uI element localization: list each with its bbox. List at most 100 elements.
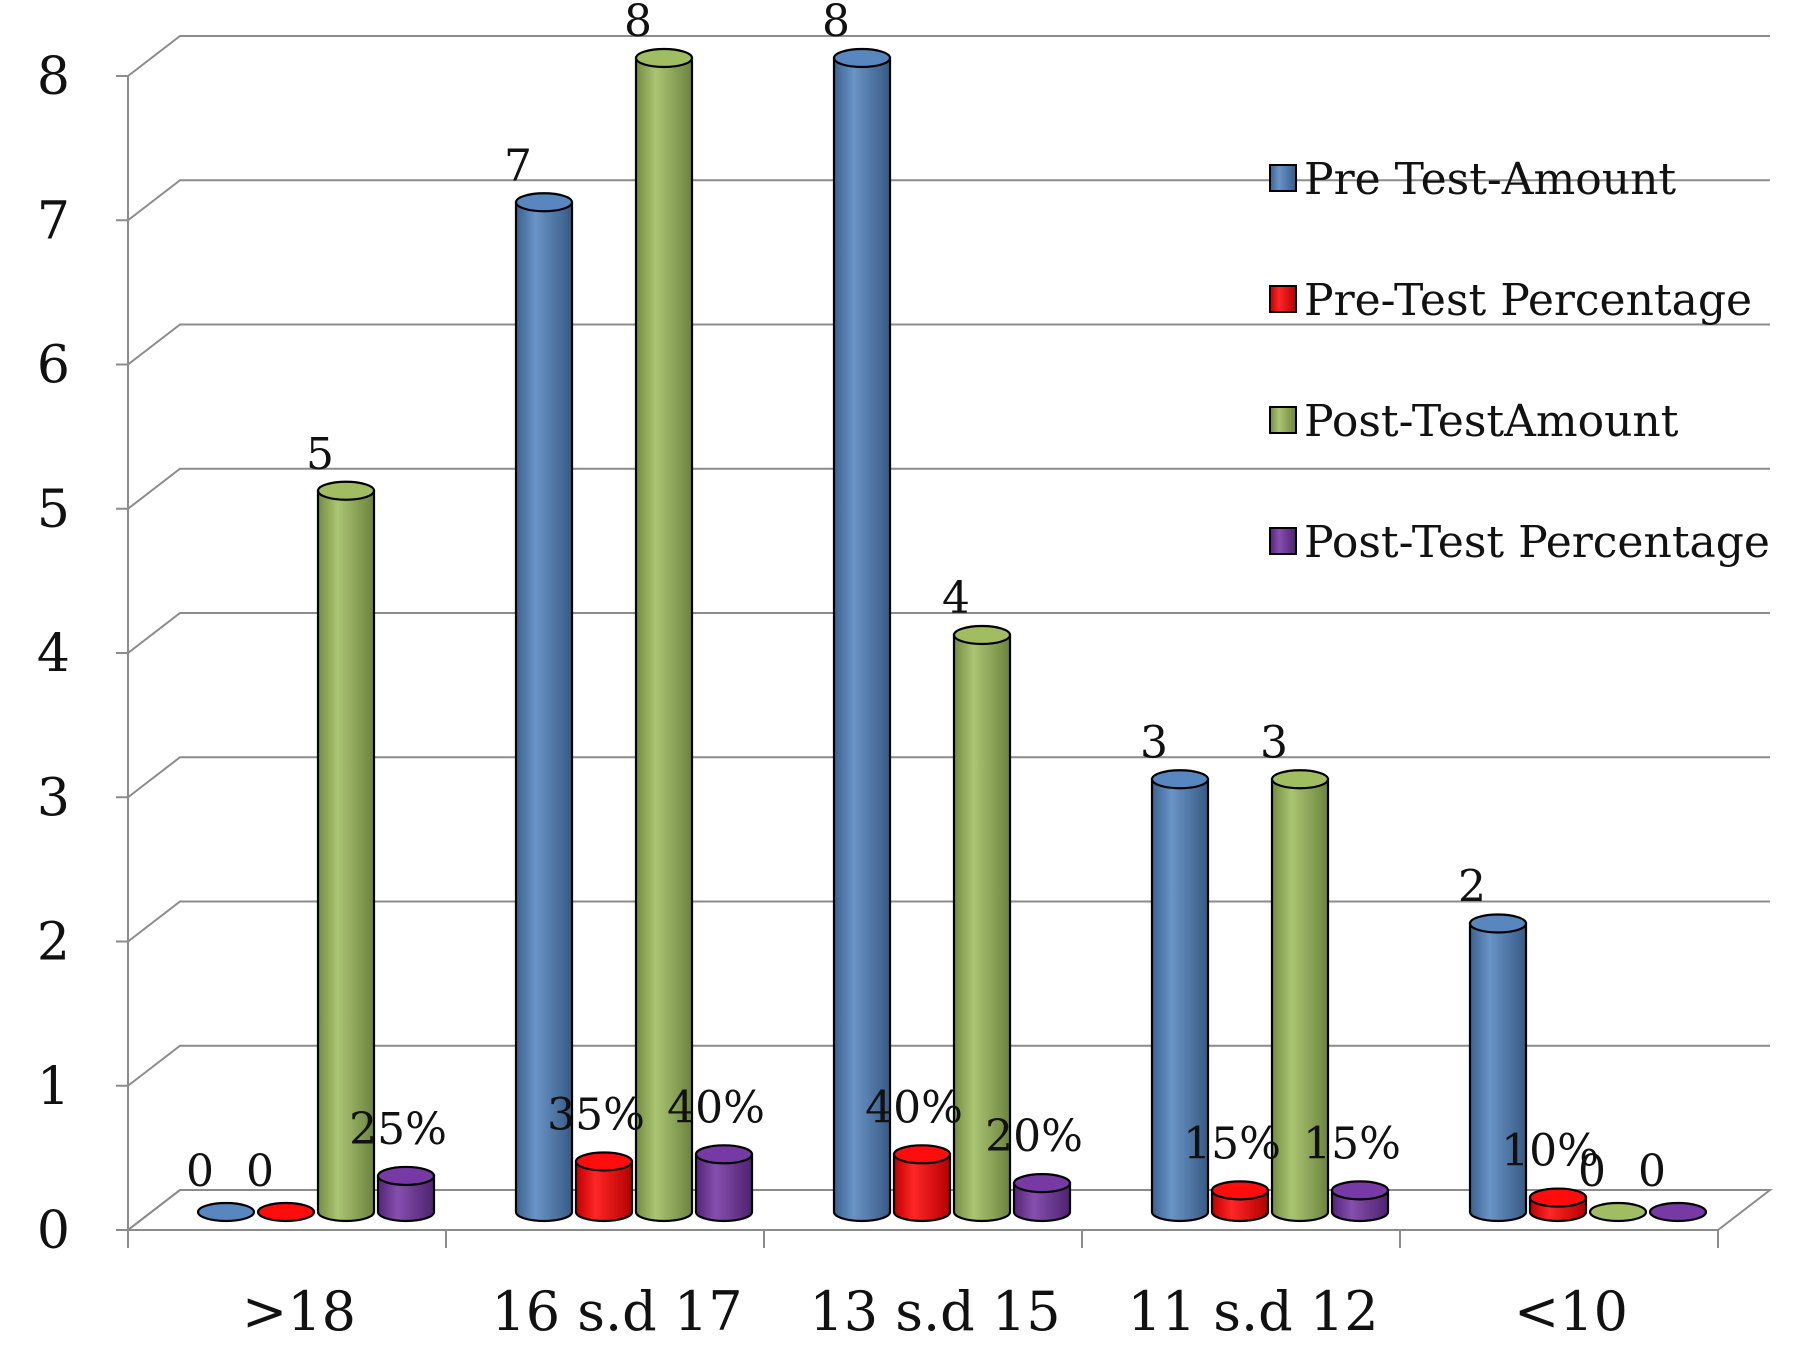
bar [256, 1201, 316, 1223]
data-label: 4 [942, 573, 970, 624]
legend-label: Post-Test Percentage [1304, 517, 1770, 568]
bar [832, 47, 892, 1223]
bar-top [1150, 769, 1210, 790]
data-label: 0 [186, 1146, 214, 1197]
gridline [127, 900, 1770, 943]
data-label: 15% [1183, 1118, 1281, 1169]
legend-item: Post-Test Percentage [1269, 517, 1770, 568]
bar [694, 1144, 754, 1223]
gridline [127, 467, 1770, 510]
data-label: 8 [624, 0, 652, 47]
bar-body [892, 1153, 952, 1223]
bar [1210, 1180, 1270, 1223]
x-category-label: 11 s.d 12 [1127, 1280, 1378, 1343]
data-label: 0 [1578, 1146, 1606, 1197]
data-label: 2 [1458, 862, 1486, 913]
legend-label: Pre Test-Amount [1304, 154, 1676, 205]
data-label: 3 [1260, 717, 1288, 768]
legend-item: Pre Test-Amount [1269, 154, 1676, 205]
legend-item: Pre-Test Percentage [1269, 275, 1752, 326]
bar [376, 1165, 436, 1223]
bar-body [1012, 1182, 1072, 1223]
y-tick-label: 7 [37, 191, 70, 251]
bar-top [376, 1165, 436, 1187]
bar-top [256, 1201, 316, 1223]
bar [1648, 1201, 1708, 1223]
bar-top [196, 1201, 256, 1223]
gridline [127, 35, 1770, 77]
bars [196, 47, 1708, 1223]
y-tick-label: 4 [37, 624, 70, 684]
bar [952, 624, 1012, 1223]
bar-top [1648, 1201, 1708, 1223]
bar [1588, 1201, 1648, 1223]
legend-item: Post-TestAmount [1269, 396, 1679, 447]
bar-body [574, 1160, 634, 1223]
bar-body [316, 489, 376, 1223]
bar-body [514, 201, 574, 1223]
bar-top [634, 47, 694, 69]
data-label: 15% [1303, 1118, 1401, 1169]
gridline [127, 612, 1770, 654]
bar-top [952, 624, 1012, 646]
bar [1270, 769, 1330, 1223]
bar-top [1588, 1201, 1648, 1223]
data-label: 35% [547, 1090, 645, 1141]
legend-label: Pre-Test Percentage [1304, 275, 1752, 326]
y-tick-label: 3 [37, 768, 70, 828]
gridline [127, 756, 1770, 799]
bar-top [514, 192, 574, 213]
bar-body [1468, 922, 1528, 1223]
bar [1528, 1187, 1588, 1223]
legend: Pre Test-Amount Pre-Test Percentage Post-T… [1269, 154, 1770, 568]
bar-body [1270, 778, 1330, 1223]
bar-top [892, 1144, 952, 1165]
data-label: 10% [1501, 1126, 1599, 1177]
bar-top [1210, 1180, 1270, 1201]
bar-top [1330, 1180, 1390, 1201]
bar-body [634, 56, 694, 1223]
bar-body [952, 633, 1012, 1223]
data-label: 8 [822, 0, 850, 47]
legend-swatch [1269, 285, 1297, 313]
bar [1150, 769, 1210, 1223]
data-label: 7 [504, 140, 532, 191]
y-tick-label: 1 [37, 1057, 70, 1117]
bar-top [1528, 1187, 1588, 1208]
bar-top [832, 47, 892, 69]
bar-top [574, 1151, 634, 1172]
bar [1012, 1173, 1072, 1223]
x-category-label: >18 [242, 1280, 356, 1343]
data-label: 40% [865, 1082, 963, 1133]
bar-top [316, 480, 376, 501]
data-label: 0 [246, 1146, 274, 1197]
x-category-label: <10 [1514, 1280, 1628, 1343]
bar-body [376, 1174, 436, 1223]
bar-top [1012, 1173, 1072, 1194]
bar-top [1468, 913, 1528, 934]
bar-body [694, 1153, 754, 1223]
legend-label: Post-TestAmount [1304, 396, 1679, 447]
data-label: 20% [985, 1111, 1083, 1162]
data-label: 5 [306, 429, 334, 480]
bar [1330, 1180, 1390, 1223]
bar [634, 47, 694, 1223]
legend-swatch [1269, 527, 1297, 555]
y-tick-label: 0 [37, 1201, 70, 1261]
bar [1468, 913, 1528, 1223]
data-label: 0 [1638, 1146, 1666, 1197]
axes: 0 1 2 3 4 5 6 7 8 >18 16 s.d 17 13 s.d 15 11 s.d 12 <… [37, 47, 1719, 1343]
gridline [127, 179, 1770, 222]
bar [514, 192, 574, 1223]
data-label: 3 [1140, 717, 1168, 768]
bar-top [694, 1144, 754, 1165]
x-category-label: 16 s.d 17 [491, 1280, 742, 1343]
x-category-label: 13 s.d 15 [809, 1280, 1060, 1343]
data-label: 40% [667, 1082, 765, 1133]
bar [316, 480, 376, 1223]
legend-swatch [1269, 406, 1297, 434]
y-tick-label: 5 [37, 480, 70, 540]
